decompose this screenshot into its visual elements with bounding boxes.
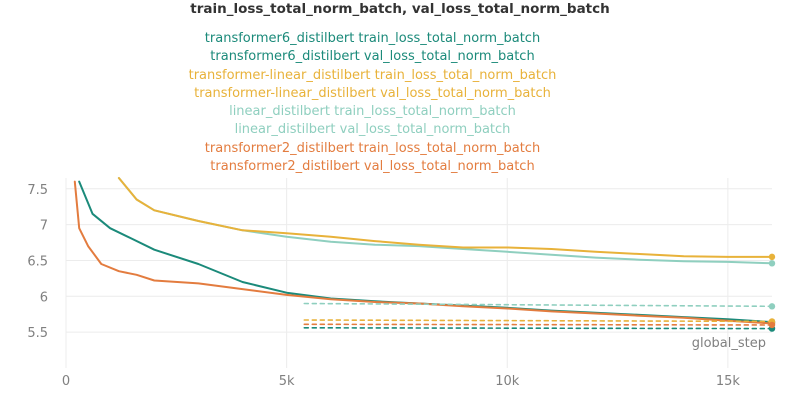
series-end-point bbox=[768, 303, 776, 310]
series-end-point bbox=[768, 260, 776, 267]
legend-entry: transformer-linear_distilbert train_loss… bbox=[188, 67, 557, 83]
series-line bbox=[117, 177, 773, 265]
y-tick-label: 6 bbox=[40, 290, 48, 305]
y-tick-label: 7 bbox=[40, 219, 48, 234]
legend-entry: linear_distilbert val_loss_total_norm_ba… bbox=[234, 122, 511, 138]
x-tick-label: 5k bbox=[279, 374, 295, 389]
legend-entry: transformer6_distilbert val_loss_total_n… bbox=[210, 49, 535, 65]
legend-entry: transformer6_distilbert train_loss_total… bbox=[204, 31, 541, 46]
series-end-point bbox=[768, 321, 776, 329]
x-tick-label: 10k bbox=[495, 374, 520, 389]
chart-title: train_loss_total_norm_batch, val_loss_to… bbox=[190, 1, 610, 17]
series-line bbox=[303, 326, 773, 330]
grid bbox=[65, 178, 772, 368]
y-tick-label: 5.5 bbox=[27, 326, 48, 341]
legend-entry: transformer2_distilbert val_loss_total_n… bbox=[210, 159, 535, 175]
series-line bbox=[303, 323, 773, 326]
legend-entry: transformer2_distilbert train_loss_total… bbox=[204, 140, 541, 156]
series-line bbox=[303, 319, 773, 323]
y-tick-label: 7.5 bbox=[27, 183, 48, 198]
x-tick-label: 15k bbox=[716, 374, 741, 389]
series-lines bbox=[73, 177, 776, 332]
series-line bbox=[117, 177, 773, 258]
y-tick-label: 6.5 bbox=[27, 254, 48, 269]
series-end-point bbox=[768, 253, 776, 261]
series-line bbox=[303, 302, 773, 308]
x-tick-label: 0 bbox=[62, 374, 70, 389]
legend-entry: linear_distilbert train_loss_total_norm_… bbox=[229, 104, 516, 120]
legend: transformer6_distilbert train_loss_total… bbox=[0, 30, 745, 176]
series-line bbox=[78, 180, 773, 324]
x-axis-label: global_step bbox=[692, 336, 766, 351]
series-line bbox=[73, 180, 773, 325]
legend-entry: transformer-linear_distilbert val_loss_t… bbox=[194, 85, 551, 101]
